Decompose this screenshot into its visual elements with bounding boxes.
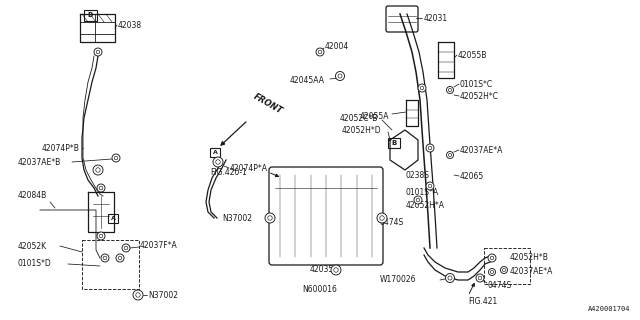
Circle shape <box>448 276 452 280</box>
Text: 0101S*A: 0101S*A <box>406 188 439 196</box>
Circle shape <box>426 144 434 152</box>
Circle shape <box>133 290 143 300</box>
Circle shape <box>488 254 496 262</box>
Circle shape <box>478 276 482 280</box>
Circle shape <box>99 186 103 190</box>
Text: 42052H*A: 42052H*A <box>406 201 445 210</box>
Circle shape <box>502 268 506 272</box>
Circle shape <box>418 84 426 92</box>
Circle shape <box>316 48 324 56</box>
Text: B: B <box>88 12 93 18</box>
Circle shape <box>380 216 384 220</box>
Text: 42052K: 42052K <box>18 242 47 251</box>
Circle shape <box>213 157 223 167</box>
Circle shape <box>96 168 100 172</box>
Circle shape <box>500 267 508 274</box>
Text: FRONT: FRONT <box>252 92 284 116</box>
Text: B: B <box>392 140 397 146</box>
Circle shape <box>216 160 220 164</box>
Circle shape <box>490 256 494 260</box>
Circle shape <box>331 265 341 275</box>
Text: N600016: N600016 <box>302 285 337 294</box>
Text: N37002: N37002 <box>222 213 252 222</box>
Circle shape <box>428 184 432 188</box>
Circle shape <box>101 254 109 262</box>
Circle shape <box>449 88 452 92</box>
Circle shape <box>114 156 118 160</box>
FancyBboxPatch shape <box>81 239 138 289</box>
Text: FIG.420-1: FIG.420-1 <box>210 167 247 177</box>
Text: A: A <box>212 150 218 155</box>
Circle shape <box>447 86 454 93</box>
Circle shape <box>333 268 339 272</box>
Text: 0101S*C: 0101S*C <box>460 79 493 89</box>
Circle shape <box>97 184 105 192</box>
Circle shape <box>97 232 105 240</box>
Text: 42038: 42038 <box>118 20 142 29</box>
Circle shape <box>420 86 424 90</box>
Circle shape <box>112 154 120 162</box>
Circle shape <box>122 244 130 252</box>
Text: 42031: 42031 <box>424 13 448 22</box>
Text: 42055A: 42055A <box>360 111 390 121</box>
Text: FIG.421: FIG.421 <box>468 298 497 307</box>
Circle shape <box>265 213 275 223</box>
Circle shape <box>377 213 387 223</box>
Text: 0474S: 0474S <box>488 281 512 290</box>
Text: 42045AA: 42045AA <box>290 76 325 84</box>
Circle shape <box>428 146 432 150</box>
Text: N37002: N37002 <box>148 291 178 300</box>
Circle shape <box>414 196 422 204</box>
Text: 0101S*D: 0101S*D <box>18 260 52 268</box>
Text: 42052H*D: 42052H*D <box>342 125 381 134</box>
Circle shape <box>426 182 434 190</box>
Text: 42004: 42004 <box>325 42 349 51</box>
FancyBboxPatch shape <box>483 247 529 284</box>
Text: 42074P*A: 42074P*A <box>230 164 268 172</box>
Circle shape <box>416 198 420 202</box>
Circle shape <box>116 254 124 262</box>
Text: 42074P*B: 42074P*B <box>42 143 80 153</box>
FancyBboxPatch shape <box>210 148 220 157</box>
Circle shape <box>449 153 452 156</box>
Circle shape <box>445 274 454 283</box>
Circle shape <box>490 270 493 274</box>
Text: 42037AE*A: 42037AE*A <box>460 146 504 155</box>
Text: 42052C*B: 42052C*B <box>340 114 378 123</box>
Circle shape <box>124 246 128 250</box>
Circle shape <box>93 165 103 175</box>
Text: A420001704: A420001704 <box>588 306 630 312</box>
Text: 42037AE*B: 42037AE*B <box>18 157 61 166</box>
Circle shape <box>99 234 103 238</box>
Text: 0474S: 0474S <box>380 218 404 227</box>
Text: A: A <box>111 216 115 221</box>
Circle shape <box>447 151 454 158</box>
Text: 42052H*C: 42052H*C <box>460 92 499 100</box>
Circle shape <box>136 293 140 297</box>
FancyBboxPatch shape <box>108 214 118 223</box>
Circle shape <box>476 274 484 282</box>
Text: 0238S: 0238S <box>406 171 430 180</box>
Text: 42065: 42065 <box>460 172 484 180</box>
Circle shape <box>268 216 272 220</box>
Circle shape <box>118 256 122 260</box>
Circle shape <box>488 268 495 276</box>
Text: 42037F*A: 42037F*A <box>140 241 178 250</box>
Circle shape <box>335 71 344 81</box>
Text: 42037AE*A: 42037AE*A <box>510 268 554 276</box>
Circle shape <box>103 256 107 260</box>
FancyBboxPatch shape <box>269 167 383 265</box>
Text: 42084B: 42084B <box>18 190 47 199</box>
Text: 42055B: 42055B <box>458 51 488 60</box>
FancyBboxPatch shape <box>83 10 97 20</box>
Text: 42052H*B: 42052H*B <box>510 253 549 262</box>
FancyBboxPatch shape <box>386 6 418 32</box>
Circle shape <box>318 50 322 54</box>
Text: W170026: W170026 <box>380 276 417 284</box>
Circle shape <box>338 74 342 78</box>
Circle shape <box>96 50 100 54</box>
Circle shape <box>94 48 102 56</box>
Text: 42035: 42035 <box>310 266 334 275</box>
FancyBboxPatch shape <box>388 138 400 148</box>
